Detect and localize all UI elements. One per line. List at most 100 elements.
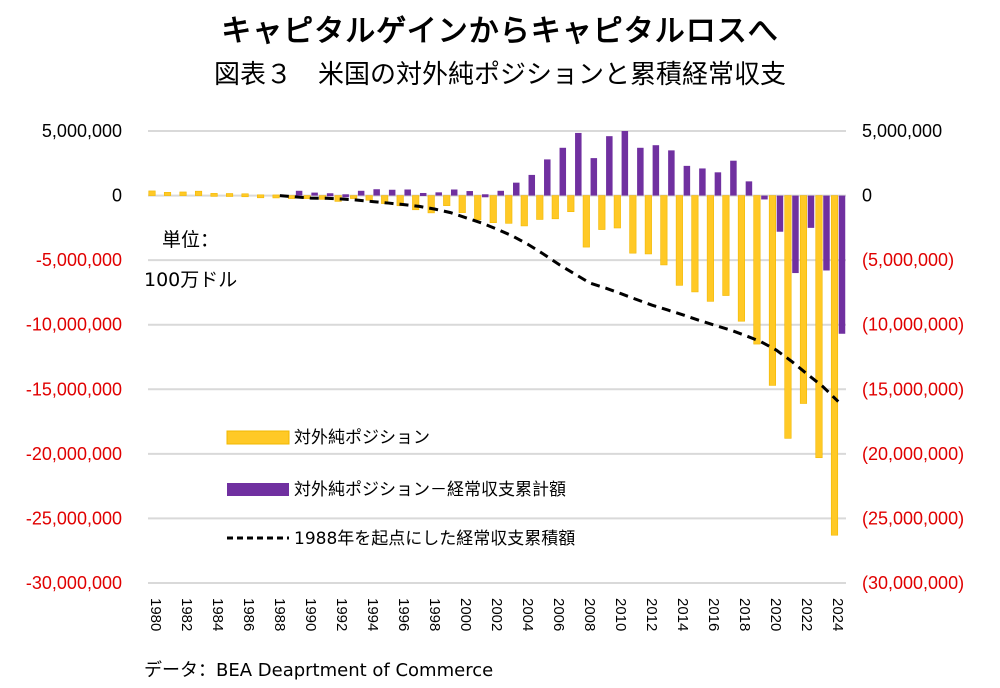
legend: 対外純ポジション 対外純ポジション－経常収支累計額 1988年を起点にした経常収… — [226, 428, 575, 549]
x-tick-label: 2002 — [488, 598, 505, 631]
bar-net-minus-ca — [450, 189, 458, 196]
y-tick-label-right: (5,000,000) — [862, 250, 954, 270]
bar-net-position — [737, 195, 745, 322]
bar-net-position — [163, 192, 172, 196]
y-tick-label-right: (10,000,000) — [862, 315, 964, 335]
y-tick-label-left: 0 — [112, 186, 122, 206]
bar-net-minus-ca — [357, 190, 365, 196]
unit-label-line1: 単位： — [162, 229, 219, 251]
chart-subtitle: 図表３ 米国の対外純ポジションと累積経常収支 — [213, 60, 786, 90]
y-tick-label-left: -15,000,000 — [26, 379, 122, 399]
bar-net-position — [257, 194, 265, 199]
bar-net-position — [412, 195, 420, 211]
bar-net-minus-ca — [745, 181, 753, 196]
bar-net-position — [427, 195, 435, 214]
bar-net-minus-ca — [575, 132, 582, 196]
bar-net-position — [691, 195, 699, 293]
gridlines — [148, 130, 846, 584]
x-tick-label: 2004 — [519, 598, 536, 631]
x-tick-label: 2024 — [829, 598, 846, 631]
bar-net-minus-ca — [481, 194, 489, 198]
bar-net-minus-ca — [637, 147, 644, 196]
bar-net-position — [365, 195, 373, 201]
y-tick-label-left: -30,000,000 — [26, 573, 122, 593]
y-tick-label-right: (30,000,000) — [862, 573, 964, 593]
legend-label-net-position: 対外純ポジション — [294, 428, 430, 448]
legend-swatch-net-position — [226, 430, 290, 445]
y-tick-label-right: (25,000,000) — [862, 508, 964, 528]
y-tick-label-left: -20,000,000 — [26, 444, 122, 464]
bar-net-minus-ca — [807, 195, 815, 228]
x-tick-label: 1980 — [147, 598, 164, 631]
x-tick-label: 2022 — [798, 598, 815, 631]
bar-net-position — [272, 194, 280, 199]
legend-item-cum-ca: 1988年を起点にした経常収支累積額 — [227, 529, 575, 549]
bar-net-minus-ca — [652, 145, 660, 196]
bar-net-position — [598, 195, 606, 230]
bar-net-minus-ca — [730, 160, 737, 196]
bar-net-position — [210, 193, 218, 197]
bar-net-position — [520, 195, 528, 227]
bar-net-minus-ca — [497, 190, 504, 196]
bar-net-position — [350, 195, 358, 199]
y-axis-right: 5,000,000 0 (5,000,000) (10,000,000) (15,000… — [862, 121, 964, 593]
bar-net-position — [768, 195, 777, 386]
bar-net-minus-ca — [404, 189, 411, 196]
bar-net-position — [288, 195, 296, 199]
bar-net-position — [303, 195, 311, 199]
bar-net-position — [675, 195, 683, 286]
bar-net-minus-ca — [295, 190, 303, 196]
y-tick-label-left: -5,000,000 — [36, 250, 122, 270]
x-tick-label: 1992 — [333, 598, 350, 631]
bar-net-minus-ca — [435, 192, 442, 196]
bar-net-minus-ca — [311, 192, 318, 196]
bar-net-position — [458, 195, 466, 213]
bar-net-position — [536, 195, 544, 220]
x-tick-label: 2010 — [612, 598, 629, 631]
legend-label-net-minus-ca: 対外純ポジション－経常収支累計額 — [294, 480, 566, 500]
y-tick-label-right: 0 — [862, 186, 872, 206]
x-tick-label: 2014 — [674, 598, 691, 631]
x-tick-label: 2016 — [705, 598, 722, 631]
bar-net-position — [474, 195, 482, 221]
legend-item-net-minus-ca: 対外純ポジション－経常収支累計額 — [227, 480, 566, 500]
bar-net-position — [443, 195, 451, 206]
bar-net-position — [706, 195, 714, 302]
y-tick-label-right: 5,000,000 — [862, 121, 942, 141]
y-tick-label-right: (20,000,000) — [862, 444, 964, 464]
bar-net-position — [489, 195, 497, 223]
bar-net-position — [505, 195, 513, 224]
bar-net-position — [830, 195, 839, 536]
bar-net-minus-ca — [342, 194, 349, 198]
x-tick-label: 1996 — [395, 598, 412, 631]
bar-net-position — [226, 193, 234, 197]
bar-net-position — [784, 195, 792, 439]
unit-label-line2: 100万ドル — [144, 269, 237, 291]
bar-net-position — [241, 193, 249, 198]
bar-net-minus-ca — [513, 182, 520, 196]
bar-net-minus-ca — [590, 158, 598, 196]
bar-net-minus-ca — [466, 191, 473, 196]
chart-title: キャピタルゲインからキャピタルロスへ — [221, 14, 779, 49]
bar-net-position — [179, 191, 187, 196]
line-cumulative-ca — [279, 194, 840, 403]
source-note: データ：BEA Deaprtment of Commerce — [144, 660, 494, 681]
x-tick-label: 1998 — [426, 598, 443, 631]
bar-net-minus-ca — [544, 159, 551, 196]
y-axis-left: 5,000,000 0 -5,000,000 -10,000,000 -15,000,0… — [26, 121, 122, 593]
legend-swatch-net-minus-ca — [227, 483, 289, 496]
bar-net-position — [148, 190, 156, 196]
bar-net-position — [613, 195, 621, 229]
bar-net-minus-ca — [528, 174, 536, 196]
legend-label-cum-ca: 1988年を起点にした経常収支累積額 — [294, 529, 575, 549]
bar-net-minus-ca — [761, 195, 768, 200]
bar-net-minus-ca — [823, 195, 830, 271]
bar-net-minus-ca — [419, 192, 427, 196]
bar-net-minus-ca — [559, 147, 567, 196]
bar-net-minus-ca — [373, 189, 380, 196]
bar-net-minus-ca — [714, 172, 722, 196]
bar-net-position — [582, 195, 590, 248]
x-tick-label: 1984 — [209, 598, 226, 631]
bar-net-minus-ca — [388, 189, 396, 196]
